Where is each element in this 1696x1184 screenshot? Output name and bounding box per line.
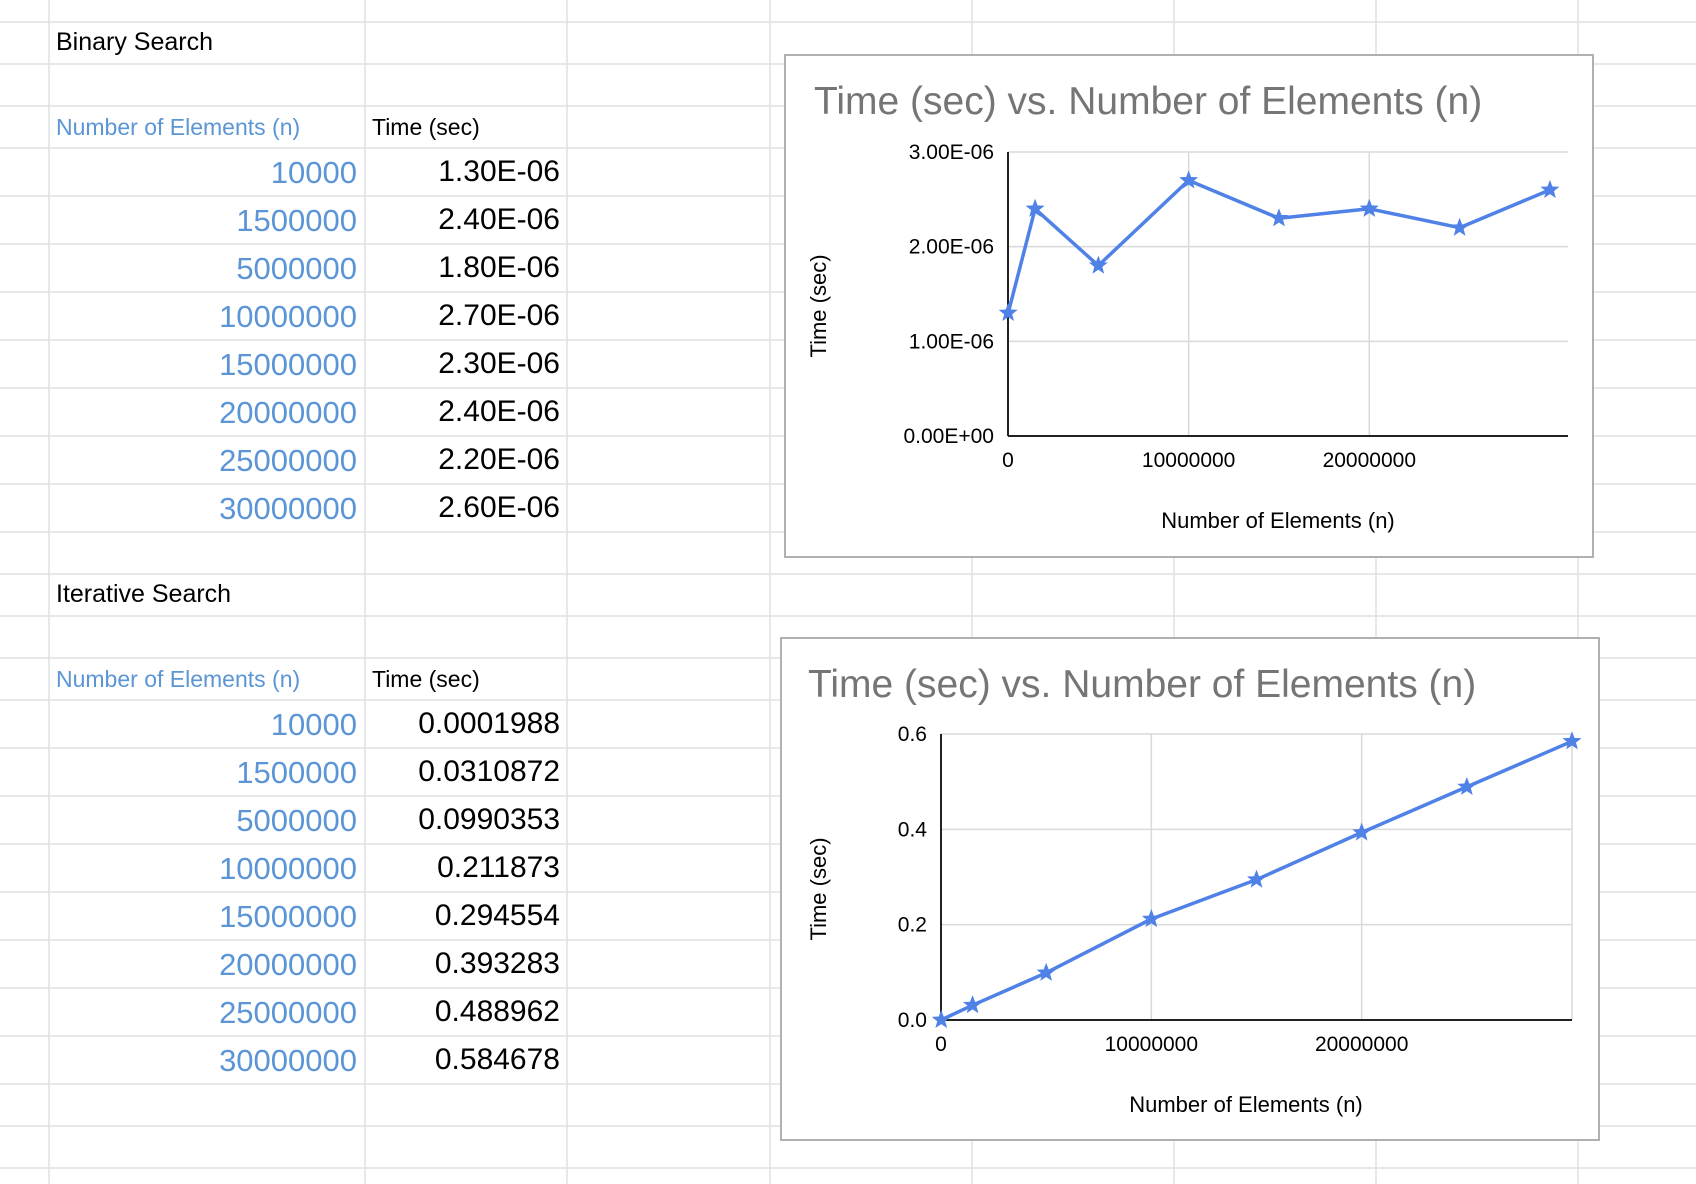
iterative-time-cell[interactable]: 0.294554 bbox=[434, 899, 560, 932]
chart-title: Time (sec) vs. Number of Elements (n) bbox=[808, 663, 1476, 706]
y-tick-label: 0.00E+00 bbox=[903, 425, 994, 448]
data-point-star bbox=[1179, 170, 1199, 189]
data-point-star bbox=[1540, 179, 1560, 198]
y-tick-label: 0.4 bbox=[898, 818, 928, 841]
binary-n-cell[interactable]: 30000000 bbox=[219, 491, 357, 526]
data-point-star bbox=[1036, 962, 1056, 981]
data-point-star bbox=[998, 302, 1018, 322]
iterative-header-time[interactable]: Time (sec) bbox=[372, 666, 480, 692]
binary-time-cell[interactable]: 2.60E-06 bbox=[438, 491, 560, 524]
x-axis-label: Number of Elements (n) bbox=[1161, 508, 1395, 533]
iterative-search-title[interactable]: Iterative Search bbox=[56, 580, 232, 608]
binary-n-cell[interactable]: 15000000 bbox=[219, 347, 357, 382]
iterative-n-cell[interactable]: 5000000 bbox=[236, 803, 357, 838]
binary-time-cell[interactable]: 2.30E-06 bbox=[438, 347, 560, 380]
iterative-time-cell[interactable]: 0.488962 bbox=[434, 995, 560, 1028]
y-axis-label: Time (sec) bbox=[806, 837, 831, 940]
binary-n-cell[interactable]: 25000000 bbox=[219, 443, 357, 478]
data-point-star bbox=[1450, 217, 1470, 236]
data-point-star bbox=[1025, 198, 1045, 217]
binary-time-cell[interactable]: 2.20E-06 bbox=[438, 443, 560, 476]
data-point-star bbox=[1352, 822, 1372, 841]
y-tick-label: 0.0 bbox=[898, 1009, 927, 1032]
binary-n-cell[interactable]: 10000 bbox=[270, 155, 357, 190]
iterative-time-cell[interactable]: 0.0990353 bbox=[418, 803, 560, 836]
iterative-time-cell[interactable]: 0.0001988 bbox=[418, 707, 560, 740]
binary-n-cell[interactable]: 1500000 bbox=[236, 203, 357, 238]
iterative-chart-svg: Time (sec) vs. Number of Elements (n) 0.0… bbox=[806, 663, 1582, 1117]
iterative-time-cell[interactable]: 0.211873 bbox=[437, 851, 560, 884]
iterative-n-cell[interactable]: 1500000 bbox=[236, 755, 357, 790]
chart-title: Time (sec) vs. Number of Elements (n) bbox=[814, 80, 1482, 123]
data-point-star bbox=[1088, 255, 1108, 274]
y-tick-label: 0.2 bbox=[898, 914, 927, 937]
iterative-n-cell[interactable]: 20000000 bbox=[219, 947, 357, 982]
iterative-time-cell[interactable]: 0.584678 bbox=[434, 1043, 560, 1076]
x-tick-label: 0 bbox=[935, 1033, 947, 1056]
y-tick-label: 1.00E-06 bbox=[909, 330, 994, 353]
data-point-star bbox=[1359, 198, 1379, 217]
binary-chart-svg: Time (sec) vs. Number of Elements (n) 0.0… bbox=[806, 80, 1568, 533]
iterative-search-chart[interactable]: Time (sec) vs. Number of Elements (n) 0.0… bbox=[780, 637, 1600, 1141]
binary-time-cell[interactable]: 1.30E-06 bbox=[438, 155, 560, 188]
x-tick-label: 20000000 bbox=[1315, 1033, 1408, 1056]
iterative-n-cell[interactable]: 15000000 bbox=[219, 899, 357, 934]
binary-search-chart[interactable]: Time (sec) vs. Number of Elements (n) 0.0… bbox=[784, 54, 1594, 558]
x-tick-label: 20000000 bbox=[1323, 449, 1416, 472]
y-tick-label: 0.6 bbox=[898, 723, 927, 746]
binary-header-time[interactable]: Time (sec) bbox=[372, 114, 480, 140]
data-point-star bbox=[1269, 208, 1289, 227]
binary-n-cell[interactable]: 5000000 bbox=[236, 251, 357, 286]
data-point-star bbox=[1141, 909, 1161, 928]
x-tick-label: 10000000 bbox=[1142, 449, 1235, 472]
data-point-star bbox=[1246, 869, 1267, 888]
binary-search-title[interactable]: Binary Search bbox=[56, 28, 214, 56]
series-line bbox=[1006, 178, 1551, 314]
series-line bbox=[940, 739, 1573, 1022]
y-axis-label: Time (sec) bbox=[806, 254, 831, 357]
x-tick-label: 10000000 bbox=[1105, 1033, 1198, 1056]
binary-n-cell[interactable]: 10000000 bbox=[219, 299, 357, 334]
data-point-star bbox=[1562, 731, 1582, 750]
y-tick-label: 2.00E-06 bbox=[909, 236, 994, 259]
binary-time-cell[interactable]: 1.80E-06 bbox=[438, 251, 560, 284]
iterative-time-cell[interactable]: 0.393283 bbox=[434, 947, 560, 980]
y-tick-label: 3.00E-06 bbox=[909, 141, 994, 164]
iterative-n-cell[interactable]: 30000000 bbox=[219, 1043, 357, 1078]
binary-time-cell[interactable]: 2.40E-06 bbox=[438, 395, 560, 428]
x-axis-label: Number of Elements (n) bbox=[1129, 1092, 1363, 1117]
binary-n-cell[interactable]: 20000000 bbox=[219, 395, 357, 430]
data-point-star bbox=[931, 1009, 951, 1028]
x-tick-label: 0 bbox=[1002, 449, 1014, 472]
binary-time-cell[interactable]: 2.40E-06 bbox=[438, 203, 560, 236]
iterative-n-cell[interactable]: 10000 bbox=[270, 707, 357, 742]
iterative-n-cell[interactable]: 25000000 bbox=[219, 995, 357, 1030]
iterative-n-cell[interactable]: 10000000 bbox=[219, 851, 357, 886]
iterative-header-n[interactable]: Number of Elements (n) bbox=[56, 666, 301, 692]
data-point-star bbox=[963, 995, 983, 1014]
iterative-time-cell[interactable]: 0.0310872 bbox=[418, 755, 560, 788]
data-point-star bbox=[1457, 776, 1477, 796]
binary-time-cell[interactable]: 2.70E-06 bbox=[438, 299, 560, 332]
binary-header-n[interactable]: Number of Elements (n) bbox=[56, 114, 301, 140]
